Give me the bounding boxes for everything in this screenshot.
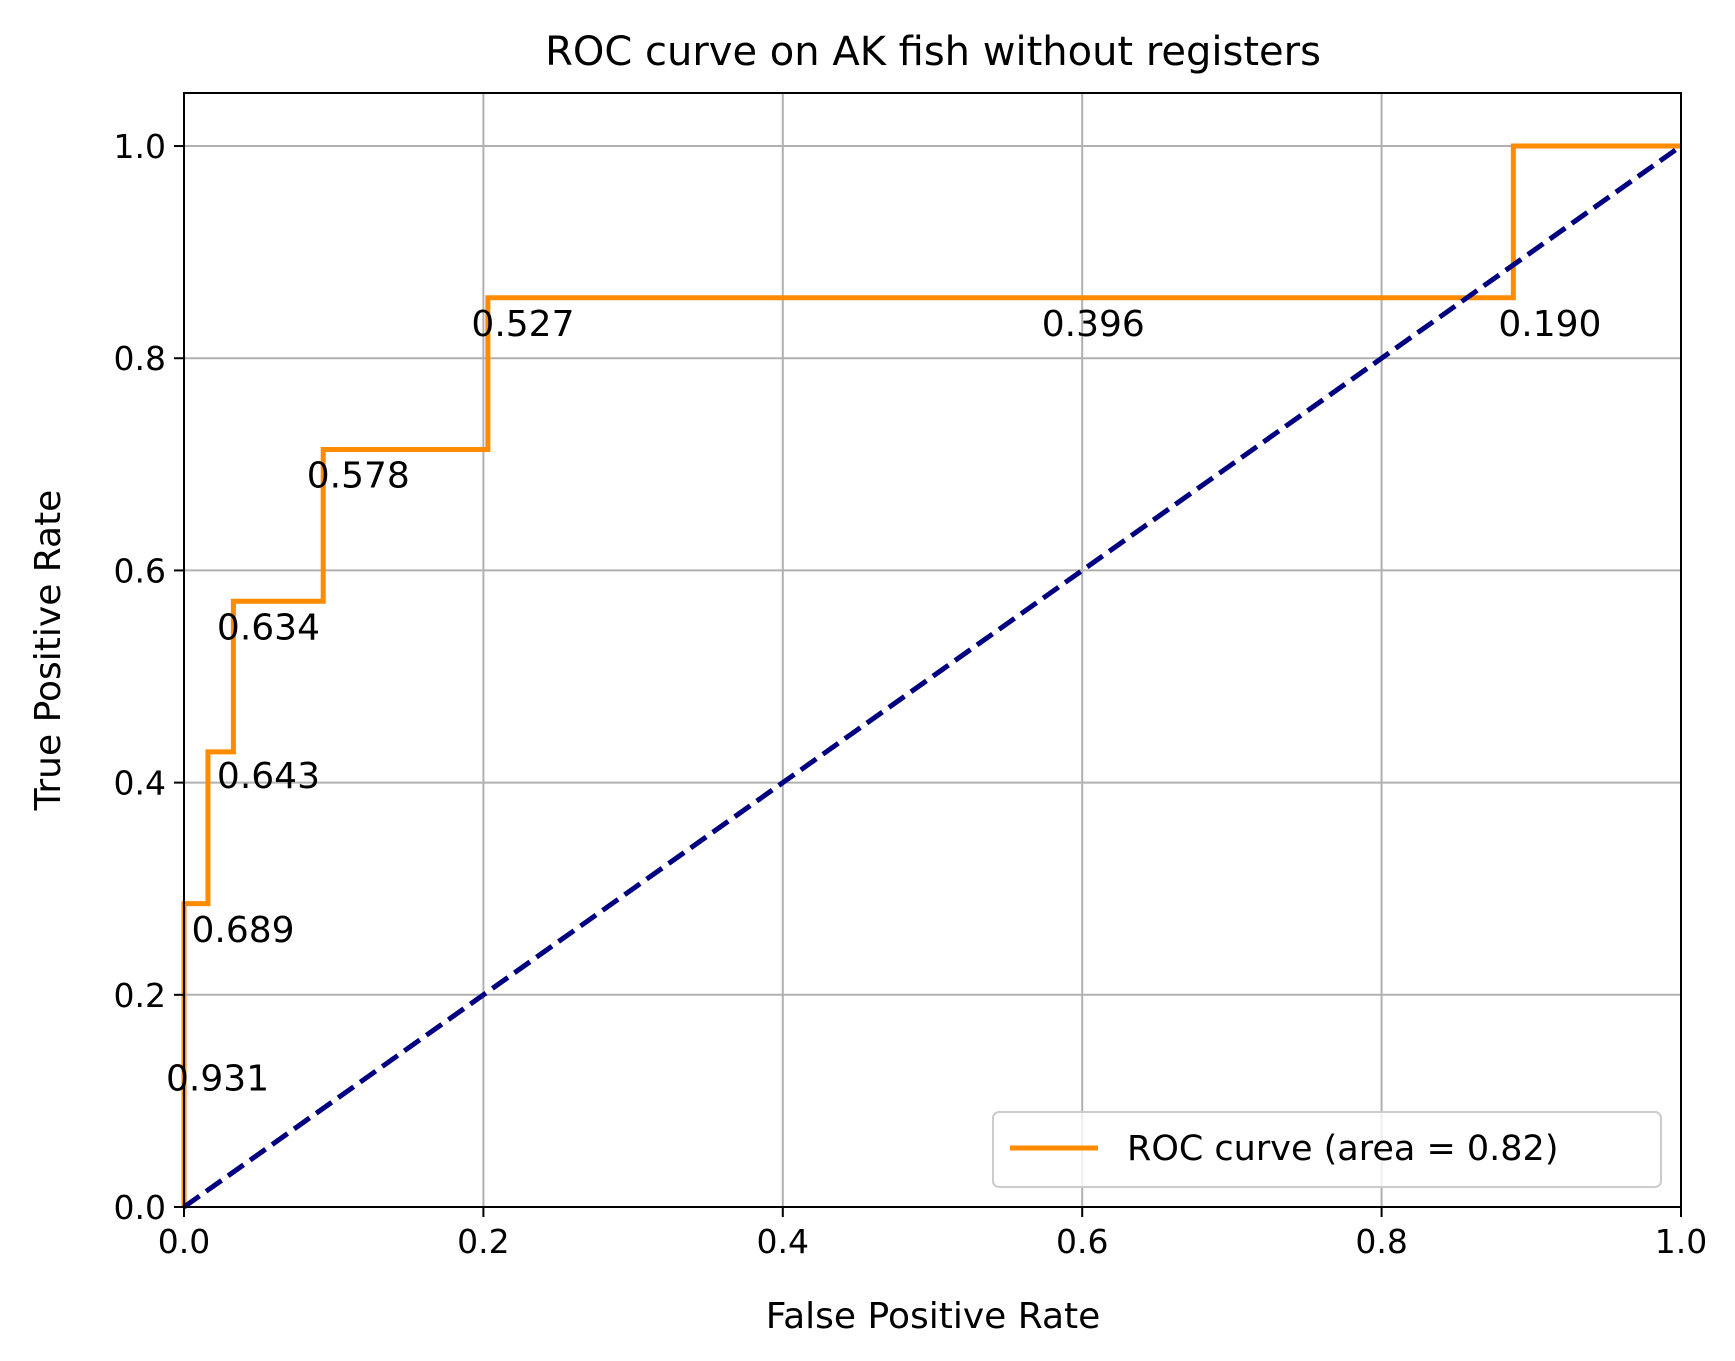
threshold-label-5: 0.527 <box>471 304 574 345</box>
threshold-label-2: 0.643 <box>217 756 320 797</box>
threshold-label-6: 0.396 <box>1042 304 1145 345</box>
threshold-label-4: 0.578 <box>307 456 410 497</box>
threshold-label-1: 0.689 <box>191 910 294 951</box>
x-tick-label-3: 0.6 <box>1056 1222 1108 1261</box>
y-axis-label: True Positive Rate <box>28 490 69 812</box>
x-axis-label: False Positive Rate <box>766 1296 1101 1337</box>
threshold-label-3: 0.634 <box>217 607 320 648</box>
diagonal-reference-line <box>182 144 1683 1210</box>
y-tick-label-2: 0.4 <box>114 764 166 803</box>
legend-box <box>992 1111 1662 1188</box>
x-tick-label-5: 1.0 <box>1655 1222 1707 1261</box>
legend: ROC curve (area = 0.82) <box>992 1111 1662 1188</box>
x-tick-label-0: 0.0 <box>158 1222 210 1261</box>
y-tick-label-0: 0.0 <box>114 1188 166 1227</box>
threshold-label-7: 0.190 <box>1498 304 1601 345</box>
y-tick-label-1: 0.2 <box>114 976 166 1015</box>
y-tick-label-3: 0.6 <box>114 551 166 590</box>
y-tick-label-4: 0.8 <box>114 339 166 378</box>
grid-lines <box>183 93 1682 1208</box>
roc-curve-line <box>181 143 1681 1207</box>
legend-label-roc: ROC curve (area = 0.82) <box>1127 1129 1558 1169</box>
series-group <box>181 143 1683 1210</box>
plot-frame <box>183 92 1682 1208</box>
x-tick-label-1: 0.2 <box>457 1222 509 1261</box>
x-tick-label-2: 0.4 <box>757 1222 809 1261</box>
chart-title: ROC curve on AK fish without registers <box>545 29 1321 75</box>
x-tick-label-4: 0.8 <box>1355 1222 1407 1261</box>
y-axis-ticks: 0.0 0.2 0.4 0.6 0.8 1.0 <box>114 127 184 1227</box>
y-tick-label-5: 1.0 <box>114 127 166 166</box>
threshold-label-0: 0.931 <box>166 1058 269 1099</box>
x-axis-ticks: 0.0 0.2 0.4 0.6 0.8 1.0 <box>158 1207 1707 1261</box>
